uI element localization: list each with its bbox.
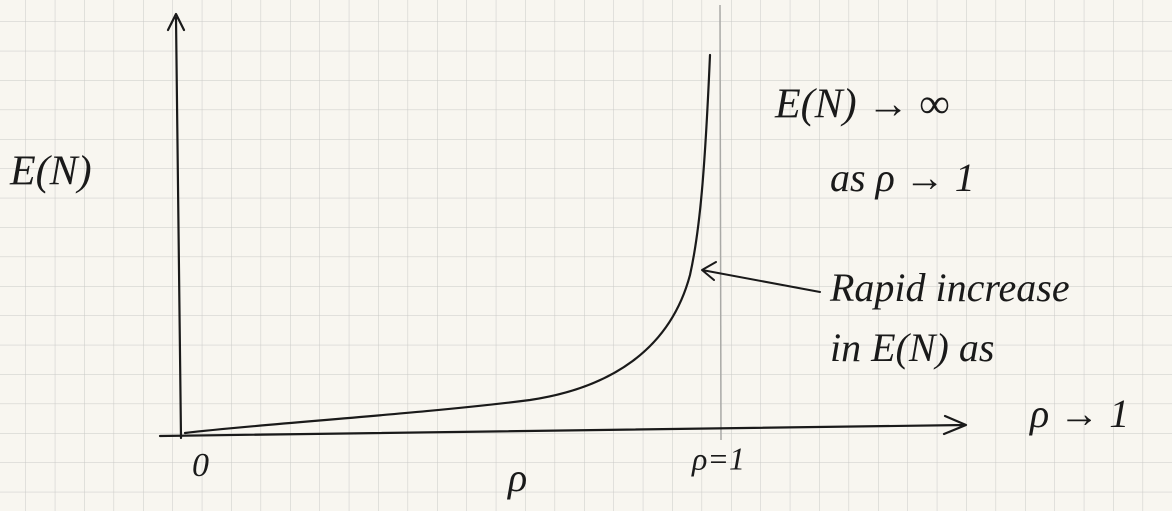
page: E(N) 0 ρ ρ=1 E(N) → ∞ as ρ → 1 Rapid inc… bbox=[0, 0, 1172, 511]
y-axis-label: E(N) bbox=[9, 149, 92, 195]
sketch: E(N) 0 ρ ρ=1 E(N) → ∞ as ρ → 1 Rapid inc… bbox=[0, 0, 1172, 511]
annotation: Rapid increase bbox=[829, 265, 1070, 310]
annotation: ρ → 1 bbox=[1028, 391, 1129, 436]
annotation: E(N) → ∞ bbox=[774, 82, 950, 128]
asymptote-line bbox=[720, 5, 721, 440]
x-mark-label: ρ=1 bbox=[691, 440, 745, 476]
x-axis-label: ρ bbox=[506, 455, 527, 500]
annotation: as ρ → 1 bbox=[830, 155, 975, 200]
origin-label: 0 bbox=[192, 447, 209, 484]
annotation: in E(N) as bbox=[830, 325, 994, 370]
